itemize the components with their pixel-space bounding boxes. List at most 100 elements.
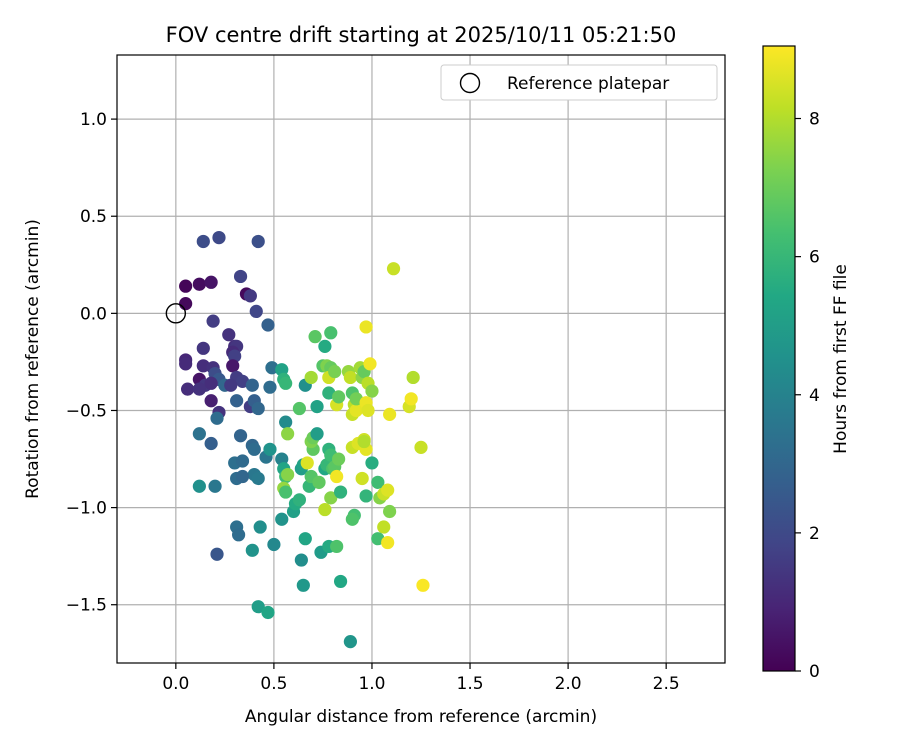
data-point: [296, 578, 310, 592]
y-axis-ticks: 1.0 0.5 0.0 −0.5 −1.0 −1.5: [66, 110, 117, 616]
chart-title: FOV centre drift starting at 2025/10/11 …: [166, 23, 677, 47]
reference-platepar-marker: [165, 303, 187, 324]
y-tick-label: −1.5: [66, 596, 107, 616]
x-tick-label: 0.5: [260, 674, 287, 694]
data-point: [318, 502, 332, 517]
y-tick-label: −1.0: [66, 499, 107, 519]
colorbar-tick-label: 0: [809, 662, 820, 682]
data-point: [357, 434, 371, 449]
data-point: [249, 304, 263, 319]
data-point: [365, 456, 379, 470]
data-point: [281, 427, 295, 441]
data-point: [279, 485, 293, 499]
data-point: [196, 341, 210, 355]
data-point: [192, 277, 206, 291]
data-point: [294, 553, 308, 567]
data-point: [192, 427, 206, 441]
data-point: [210, 411, 224, 425]
data-point: [333, 485, 348, 499]
colorbar-tick-label: 2: [809, 524, 820, 544]
data-point: [328, 365, 342, 379]
data-point: [251, 401, 265, 416]
data-point: [275, 512, 289, 526]
data-point: [251, 234, 265, 249]
data-point: [359, 489, 373, 503]
data-point: [292, 401, 306, 416]
x-tick-label: 0.0: [162, 674, 189, 694]
data-point: [312, 475, 326, 489]
data-point: [204, 275, 218, 289]
data-point: [324, 326, 338, 340]
data-point: [206, 314, 220, 328]
data-point: [226, 359, 240, 373]
data-point: [300, 456, 314, 470]
data-point: [263, 442, 277, 456]
colorbar-ticks: 0 2 4 6 8: [795, 110, 820, 682]
data-point: [251, 600, 265, 614]
data-point: [308, 330, 322, 344]
legend-box: [440, 64, 718, 101]
data-point: [263, 380, 277, 394]
data-point: [179, 279, 193, 293]
data-point: [332, 390, 346, 404]
data-point: [310, 427, 324, 441]
data-points: [179, 230, 430, 649]
grid-lines: [117, 55, 725, 663]
data-point: [324, 491, 338, 505]
data-point: [281, 467, 295, 482]
data-point: [349, 403, 363, 418]
plot-frame: [116, 54, 726, 664]
y-tick-label: −0.5: [66, 401, 107, 421]
data-point: [345, 512, 359, 526]
data-point: [247, 442, 261, 456]
data-point: [245, 543, 259, 557]
colorbar-tick-label: 6: [809, 248, 820, 268]
x-tick-label: 1.5: [457, 674, 484, 694]
data-point: [181, 382, 195, 396]
data-point: [404, 392, 418, 406]
data-point: [381, 483, 395, 497]
x-tick-label: 1.0: [358, 674, 385, 694]
data-point: [292, 493, 306, 507]
y-tick-label: 1.0: [80, 110, 107, 130]
data-point: [310, 399, 324, 414]
data-point: [318, 339, 332, 353]
data-point: [371, 475, 385, 489]
data-point: [179, 297, 193, 311]
data-point: [265, 361, 279, 375]
data-point: [332, 452, 346, 466]
data-point: [204, 436, 218, 451]
data-point: [279, 415, 293, 429]
data-point: [204, 376, 218, 390]
x-tick-label: 2.5: [653, 674, 680, 694]
data-point: [330, 469, 344, 484]
plot-area: [117, 55, 725, 663]
colorbar-label: Hours from first FF file: [831, 264, 851, 454]
data-point: [232, 528, 246, 542]
data-point: [343, 635, 357, 649]
data-point: [361, 403, 375, 418]
colorbar: [762, 45, 796, 672]
x-tick-label: 2.0: [555, 674, 582, 694]
data-point: [333, 574, 348, 589]
data-point: [208, 479, 222, 493]
data-point: [383, 407, 397, 421]
data-point: [363, 357, 377, 371]
data-point: [414, 440, 428, 454]
data-point: [267, 537, 281, 552]
data-point: [204, 394, 218, 408]
data-point: [261, 605, 275, 620]
data-point: [365, 384, 379, 398]
y-axis-label: Rotation from reference (arcmin): [23, 219, 43, 499]
legend: Reference platepar: [440, 64, 718, 101]
data-point: [230, 394, 244, 408]
data-point: [192, 382, 206, 396]
y-tick-label: 0.0: [80, 304, 107, 324]
data-point: [212, 230, 226, 245]
data-point: [416, 578, 430, 592]
data-point: [330, 539, 344, 554]
data-point: [355, 471, 369, 486]
data-point: [224, 378, 238, 392]
legend-label: Reference platepar: [507, 74, 669, 94]
